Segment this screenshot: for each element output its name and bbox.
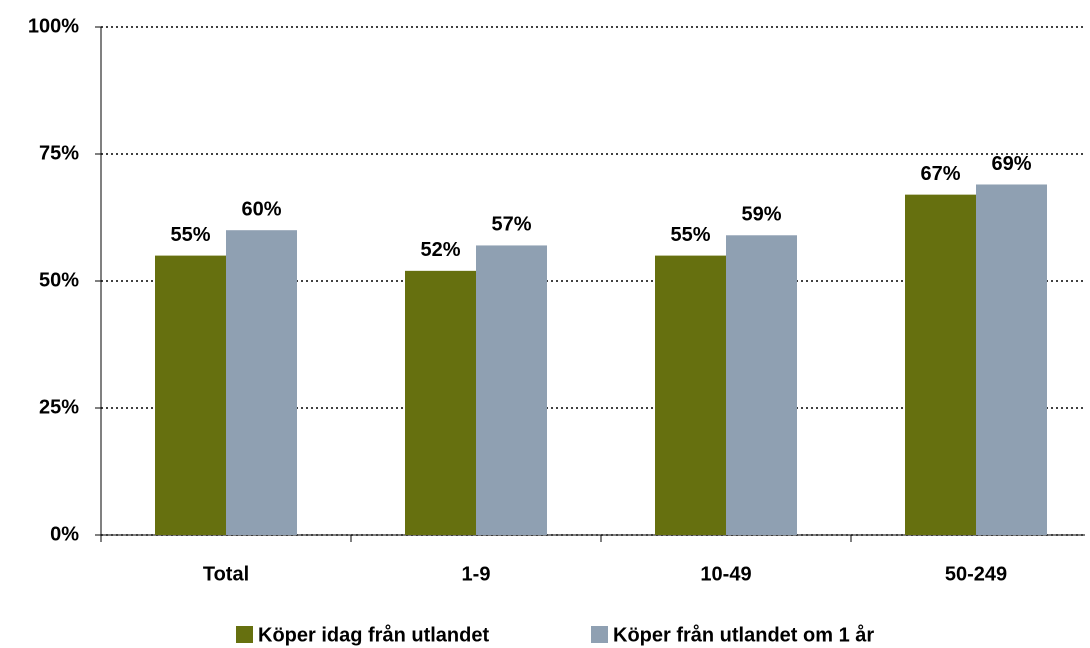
value-label: 55% [170,224,210,246]
value-label: 67% [920,163,960,185]
bar [226,230,297,535]
bar [976,184,1047,536]
y-tick-label: 50% [39,269,79,291]
y-tick-label: 0% [50,523,79,545]
x-tick-label: Total [203,563,249,585]
x-tick-label: 50-249 [945,563,1007,585]
bar [405,270,476,535]
bar [905,194,976,535]
value-label: 69% [991,153,1031,175]
y-tick-label: 100% [28,15,79,37]
value-label: 59% [741,204,781,226]
bar [476,245,547,535]
legend-label: Köper från utlandet om 1 år [613,623,874,646]
legend-swatch [591,626,608,643]
legend-label: Köper idag från utlandet [258,623,489,646]
x-tick-label: 1-9 [462,563,491,585]
value-label: 60% [241,198,281,220]
y-tick-label: 25% [39,396,79,418]
bar [655,255,726,535]
bar [726,235,797,535]
value-label: 52% [420,239,460,261]
value-label: 57% [491,214,531,236]
value-label: 55% [670,224,710,246]
bar [155,255,226,535]
y-tick-label: 75% [39,142,79,164]
legend-swatch [236,626,253,643]
x-tick-label: 10-49 [700,563,751,585]
